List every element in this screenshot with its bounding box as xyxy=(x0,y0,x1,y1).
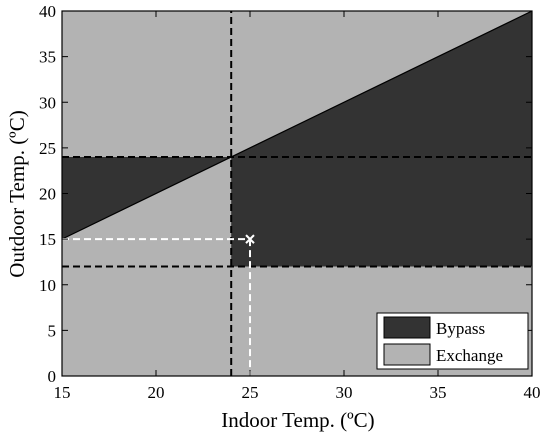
y-tick-label-30: 30 xyxy=(39,93,56,112)
y-tick-label-15: 15 xyxy=(39,230,56,249)
x-tick-label-30: 30 xyxy=(336,383,353,402)
legend-label-exchange: Exchange xyxy=(436,346,503,365)
legend: Bypass Exchange xyxy=(376,312,529,370)
y-tick-label-35: 35 xyxy=(39,48,56,67)
x-axis-label: Indoor Temp. (ºC) xyxy=(221,408,374,432)
y-tick-label-40: 40 xyxy=(39,2,56,21)
x-tick-label-35: 35 xyxy=(430,383,447,402)
y-tick-label-20: 20 xyxy=(39,185,56,204)
y-axis-label: Outdoor Temp. (ºC) xyxy=(5,110,29,277)
y-tick-label-0: 0 xyxy=(48,367,57,386)
y-tick-label-25: 25 xyxy=(39,139,56,158)
y-tick-label-5: 5 xyxy=(48,321,57,340)
axis-ticks: 15 20 25 30 35 40 0 5 10 15 20 25 30 35 40 xyxy=(39,2,541,402)
x-tick-label-15: 15 xyxy=(54,383,71,402)
legend-label-bypass: Bypass xyxy=(436,319,485,338)
region-bypass-2 xyxy=(231,11,532,267)
legend-swatch-exchange xyxy=(383,343,431,366)
x-tick-label-40: 40 xyxy=(524,383,541,402)
marker-stroke-b xyxy=(245,234,255,244)
x-tick-label-25: 25 xyxy=(242,383,259,402)
x-tick-label-20: 20 xyxy=(148,383,165,402)
marker-point xyxy=(245,234,255,244)
legend-swatch-bypass xyxy=(383,316,431,339)
diagonal-line xyxy=(61,10,533,240)
y-tick-label-10: 10 xyxy=(39,276,56,295)
